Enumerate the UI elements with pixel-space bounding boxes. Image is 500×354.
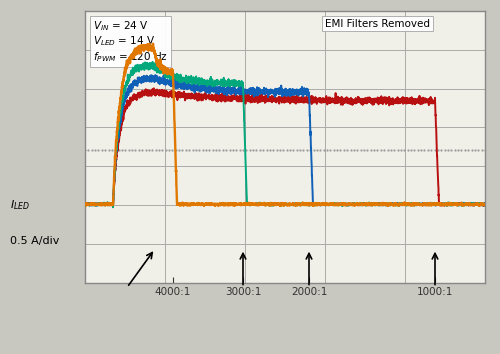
Text: EMI Filters Removed: EMI Filters Removed	[325, 19, 430, 29]
Text: 0.5 A/div: 0.5 A/div	[10, 236, 59, 246]
Text: $V_{IN}$ = 24 V
$V_{LED}$ = 14 V
$f_{PWM}$ = 120 Hz: $V_{IN}$ = 24 V $V_{LED}$ = 14 V $f_{PWM…	[93, 19, 168, 64]
Text: $I_{LED}$: $I_{LED}$	[10, 199, 30, 212]
